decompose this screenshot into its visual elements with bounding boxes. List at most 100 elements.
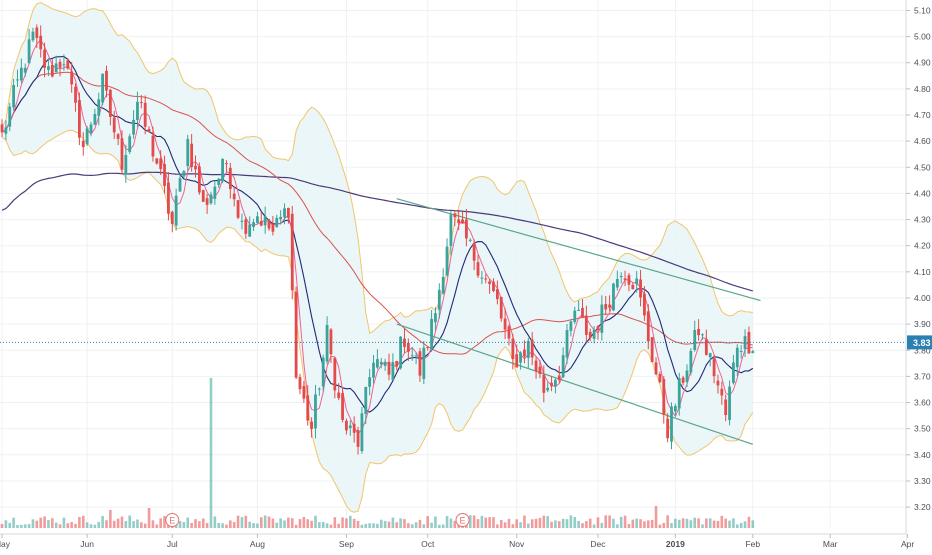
- candle-body[interactable]: [550, 382, 553, 387]
- candle-body[interactable]: [66, 60, 70, 69]
- candle-body[interactable]: [484, 278, 488, 280]
- candle-body[interactable]: [81, 140, 85, 148]
- candle-body[interactable]: [78, 99, 81, 138]
- candle-body[interactable]: [329, 329, 333, 355]
- candle-body[interactable]: [286, 207, 290, 218]
- candle-body[interactable]: [360, 413, 364, 452]
- candle-body[interactable]: [279, 216, 283, 220]
- earnings-marker-circle[interactable]: [165, 513, 180, 527]
- candle-body[interactable]: [290, 213, 294, 291]
- candle-body[interactable]: [54, 63, 58, 73]
- candle-body[interactable]: [689, 350, 693, 373]
- candle-body[interactable]: [147, 128, 151, 133]
- candle-body[interactable]: [132, 119, 135, 135]
- candle-body[interactable]: [747, 332, 751, 354]
- candle-body[interactable]: [391, 362, 395, 380]
- candle-body[interactable]: [120, 138, 124, 170]
- candle-body[interactable]: [163, 163, 166, 186]
- candle-body[interactable]: [480, 277, 484, 279]
- candle-body[interactable]: [437, 289, 441, 310]
- candle-body[interactable]: [116, 134, 120, 139]
- candle-body[interactable]: [143, 102, 147, 127]
- candle-body[interactable]: [167, 182, 170, 214]
- candle-body[interactable]: [662, 378, 666, 415]
- candle-body[interactable]: [395, 361, 399, 367]
- candle-body[interactable]: [399, 336, 403, 369]
- candle-body[interactable]: [604, 304, 608, 310]
- candle-body[interactable]: [70, 71, 74, 85]
- candle-body[interactable]: [751, 351, 755, 354]
- candle-body[interactable]: [0, 124, 4, 133]
- candle-body[interactable]: [434, 313, 437, 323]
- candle-body[interactable]: [623, 278, 627, 280]
- candle-body[interactable]: [728, 386, 731, 420]
- candle-body[interactable]: [325, 325, 329, 362]
- candle-body[interactable]: [646, 311, 650, 342]
- candle-body[interactable]: [236, 200, 240, 218]
- candle-body[interactable]: [639, 279, 642, 298]
- candle-body[interactable]: [565, 330, 569, 358]
- candle-body[interactable]: [670, 406, 673, 442]
- candle-body[interactable]: [240, 220, 244, 222]
- candle-body[interactable]: [615, 279, 619, 288]
- candle-body[interactable]: [275, 217, 279, 227]
- candle-body[interactable]: [27, 39, 31, 64]
- candle-body[interactable]: [681, 377, 685, 383]
- candle-body[interactable]: [364, 386, 368, 414]
- candle-body[interactable]: [136, 101, 139, 121]
- candle-body[interactable]: [221, 159, 224, 182]
- candle-body[interactable]: [468, 239, 472, 241]
- candle-body[interactable]: [345, 420, 348, 431]
- candle-body[interactable]: [186, 139, 190, 167]
- candle-body[interactable]: [252, 222, 255, 228]
- trendline-upper[interactable]: [396, 198, 761, 302]
- candle-body[interactable]: [356, 430, 360, 447]
- candle-body[interactable]: [720, 388, 724, 396]
- candle-body[interactable]: [654, 362, 658, 375]
- candle-body[interactable]: [112, 117, 116, 133]
- candle-body[interactable]: [666, 418, 670, 439]
- candle-body[interactable]: [232, 193, 236, 200]
- candle-body[interactable]: [643, 293, 646, 316]
- candle-body[interactable]: [225, 163, 228, 165]
- candle-body[interactable]: [581, 307, 584, 318]
- candle-body[interactable]: [368, 377, 372, 387]
- trendlines[interactable]: [396, 198, 761, 445]
- candle-body[interactable]: [453, 213, 457, 218]
- candle-body[interactable]: [248, 224, 252, 237]
- candle-body[interactable]: [306, 395, 310, 421]
- candle-body[interactable]: [592, 329, 596, 339]
- candle-body[interactable]: [139, 102, 143, 104]
- candle-body[interactable]: [430, 318, 433, 350]
- candle-body[interactable]: [151, 135, 155, 157]
- candle-body[interactable]: [387, 361, 391, 375]
- candle-body[interactable]: [403, 338, 406, 347]
- candle-body[interactable]: [4, 127, 8, 134]
- candle-body[interactable]: [16, 79, 19, 81]
- candle-body[interactable]: [569, 321, 573, 331]
- candle-body[interactable]: [93, 113, 97, 125]
- candle-body[interactable]: [267, 219, 271, 229]
- candle-body[interactable]: [422, 347, 426, 379]
- candle-body[interactable]: [635, 278, 639, 285]
- candle-body[interactable]: [62, 64, 66, 66]
- candle-body[interactable]: [47, 66, 50, 70]
- candle-body[interactable]: [488, 281, 492, 285]
- candle-body[interactable]: [271, 224, 275, 232]
- candle-body[interactable]: [43, 49, 46, 68]
- candle-body[interactable]: [375, 359, 379, 368]
- candle-body[interactable]: [708, 353, 712, 358]
- candle-body[interactable]: [449, 214, 453, 246]
- candle-body[interactable]: [333, 357, 337, 391]
- candle-body[interactable]: [406, 342, 410, 352]
- candle-body[interactable]: [352, 423, 356, 433]
- candle-body[interactable]: [658, 373, 662, 383]
- candle-body[interactable]: [739, 350, 743, 352]
- candle-body[interactable]: [476, 262, 480, 276]
- candle-body[interactable]: [577, 309, 581, 311]
- candle-body[interactable]: [23, 67, 27, 73]
- candle-body[interactable]: [685, 370, 689, 382]
- candle-body[interactable]: [697, 328, 700, 336]
- candle-body[interactable]: [511, 338, 515, 360]
